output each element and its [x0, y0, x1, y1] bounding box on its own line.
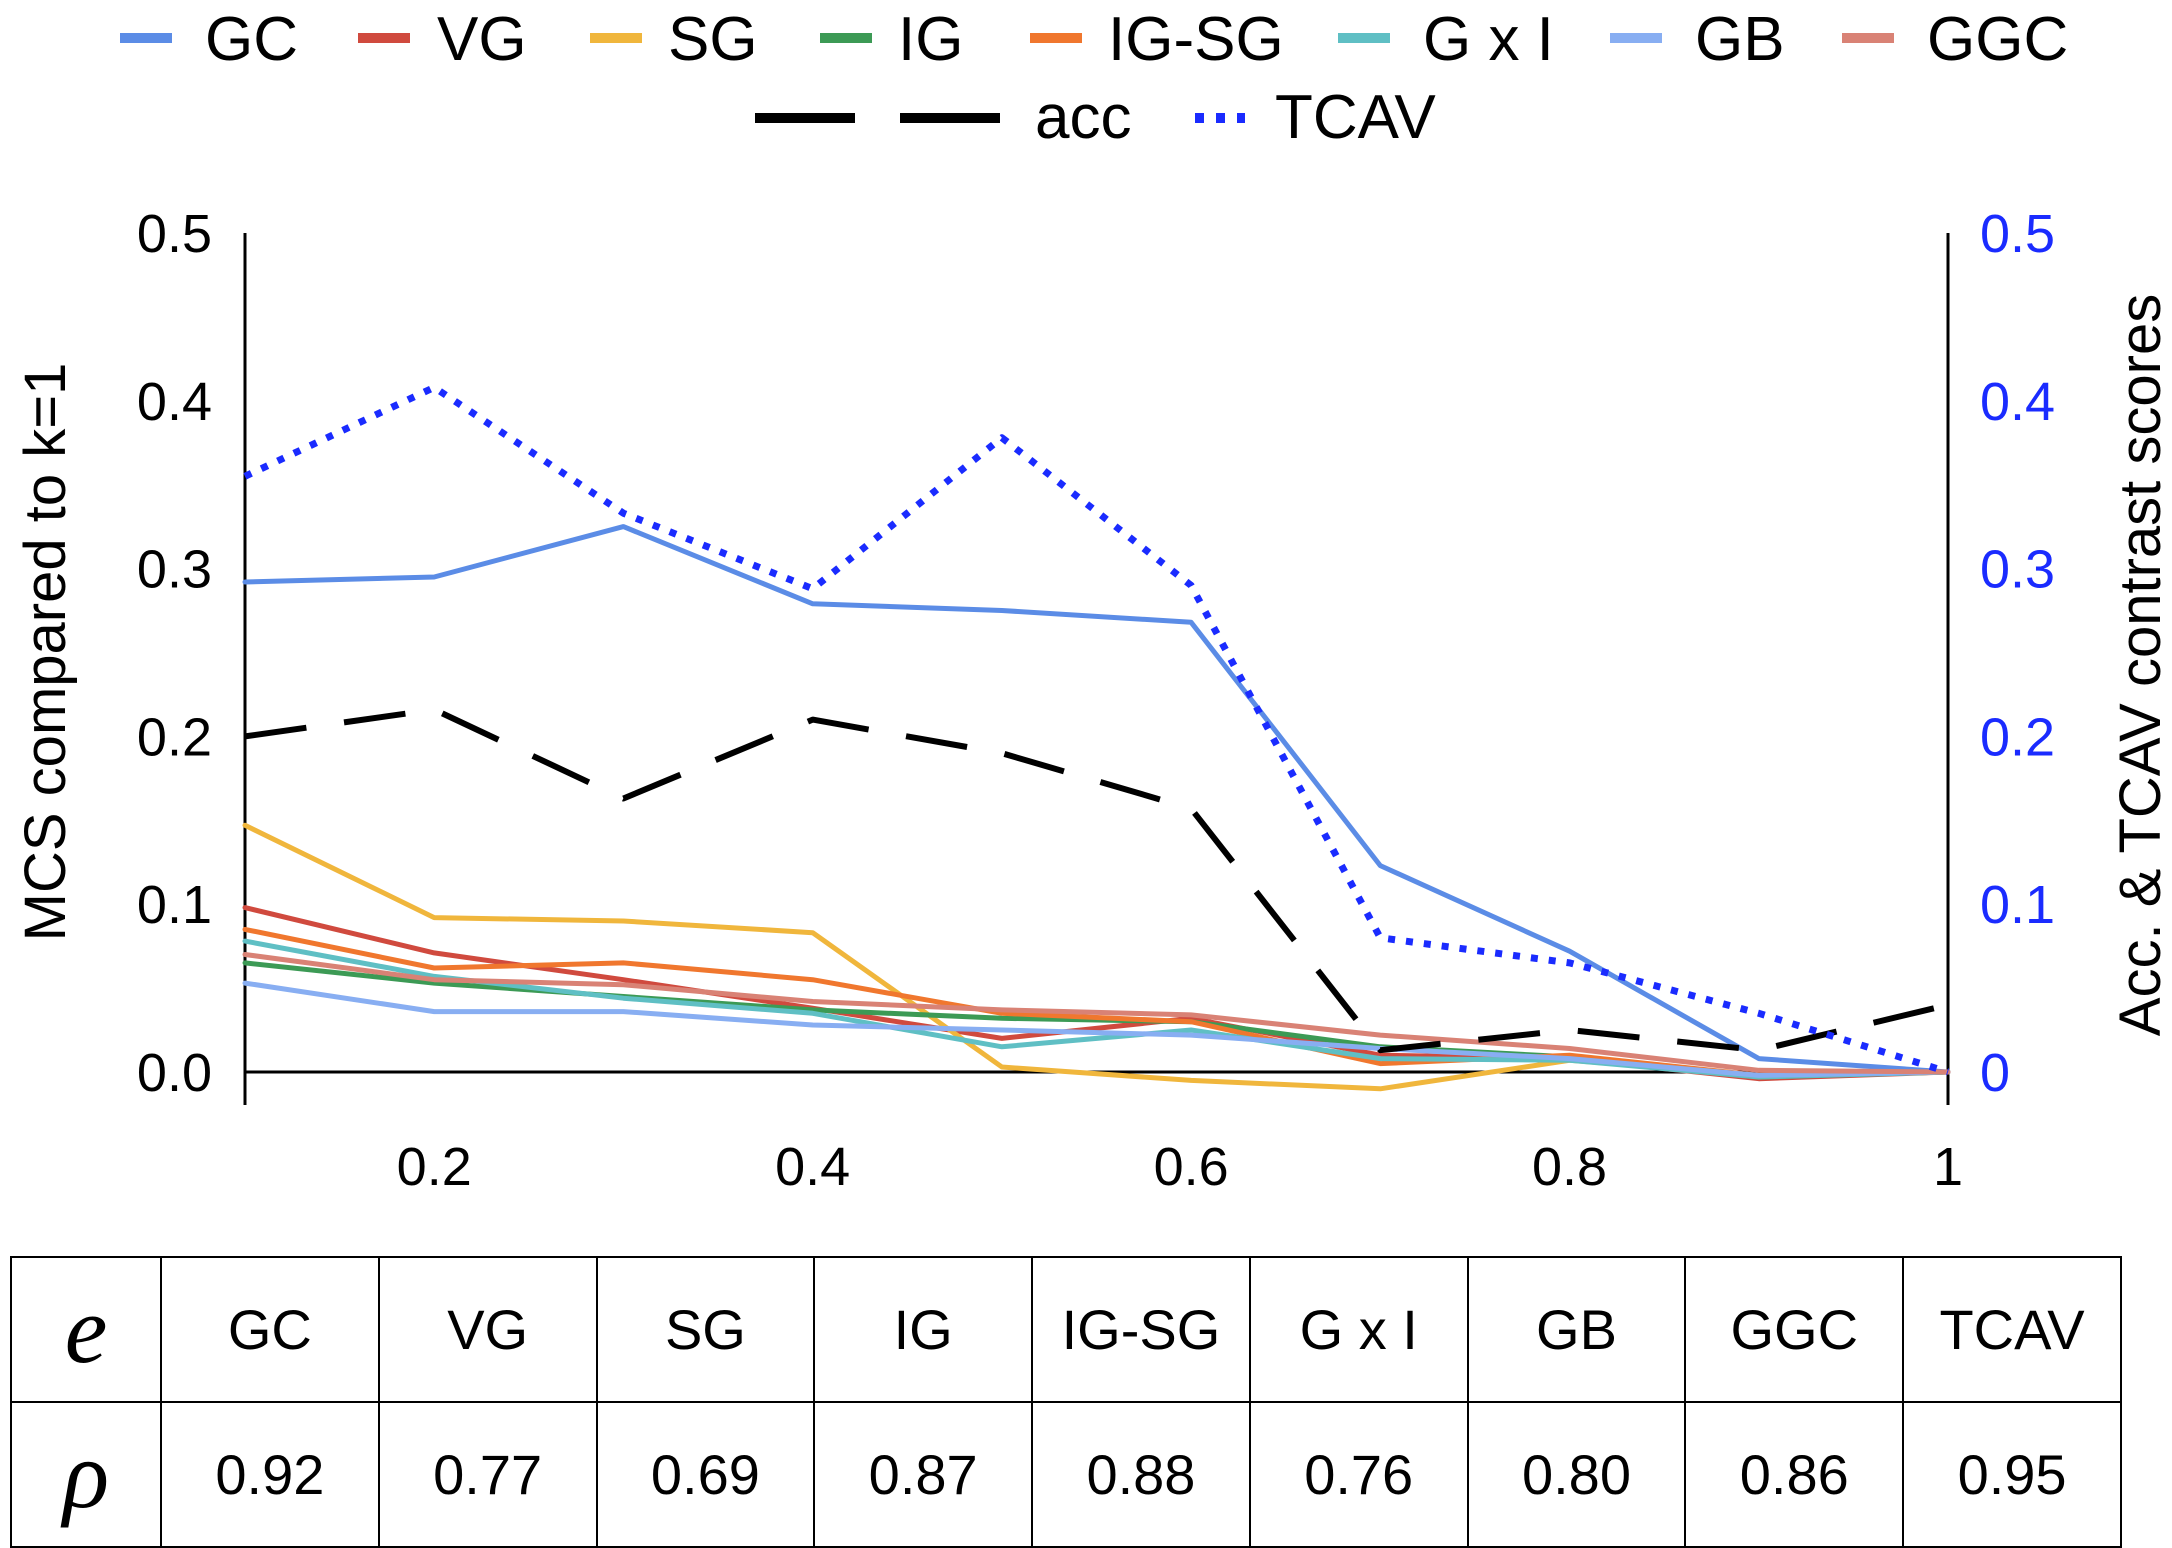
table-cell-rho: 0.88 — [1031, 1401, 1251, 1548]
y2-tick-label: 0 — [1980, 1043, 2010, 1103]
table-cell-method: GB — [1466, 1256, 1687, 1403]
y2-tick-label: 0.1 — [1980, 875, 2055, 935]
table-cell-method: SG — [595, 1256, 816, 1403]
legend-label: acc — [1035, 83, 1131, 152]
legend: GC VG SG IG IG-SG G x I GB GGC acc TCAV — [120, 5, 2068, 152]
table-cell-rho: 0.92 — [160, 1401, 380, 1548]
table-cell-rho: 0.69 — [595, 1401, 816, 1548]
table-cell-rho: 0.76 — [1248, 1401, 1469, 1548]
table-cell-method: IG — [813, 1256, 1034, 1403]
y-tick-label: 0.3 — [137, 540, 212, 600]
correlation-table: e GC VG SG IG IG-SG G x I GB GGC TCAV ρ 0.92 0.77… — [10, 1256, 2122, 1548]
legend-label: TCAV — [1275, 83, 1436, 152]
table-cell-rho: 0.80 — [1466, 1401, 1687, 1548]
line-chart: GC VG SG IG IG-SG G x I GB GGC acc TCAV 0.0 0.1 0.2… — [13, 5, 2172, 1197]
table-cell-method: G x I — [1248, 1256, 1469, 1403]
x-tick-label: 0.4 — [775, 1137, 850, 1197]
table-cell-rho: 0.77 — [377, 1401, 598, 1548]
x-tick-label: 0.8 — [1532, 1137, 1607, 1197]
y2-tick-label: 0.2 — [1980, 707, 2055, 767]
legend-label: G x I — [1423, 5, 1554, 74]
y2-tick-label: 0.3 — [1980, 540, 2055, 600]
table-cell-method: GGC — [1684, 1256, 1905, 1403]
y-tick-label: 0.0 — [137, 1043, 212, 1103]
tick-labels: 0.0 0.1 0.2 0.3 0.4 0.5 0 0.1 0.2 0.3 0.4 0.5 0.2 0.4… — [137, 204, 2055, 1197]
method-symbol-cell: e — [10, 1256, 162, 1403]
left-y-axis-title: MCS compared to k=1 — [13, 363, 78, 942]
y2-tick-label: 0.5 — [1980, 204, 2055, 264]
legend-label: IG — [898, 5, 963, 74]
x-tick-label: 0.2 — [397, 1137, 472, 1197]
table-cell-method: VG — [377, 1256, 598, 1403]
table-row-rho: ρ 0.92 0.77 0.69 0.87 0.88 0.76 0.80 0.86 0.95 — [10, 1401, 2122, 1548]
series-line-ig-sg — [242, 926, 1951, 1078]
right-y-axis-title: Acc. & TCAV contrast scores — [2108, 294, 2172, 1036]
x-tick-label: 0.6 — [1154, 1137, 1229, 1197]
series-line-sg — [242, 822, 1951, 1092]
series-line-tcav — [243, 383, 1950, 1076]
y-tick-label: 0.4 — [137, 372, 212, 432]
y2-tick-label: 0.4 — [1980, 372, 2055, 432]
axes — [243, 233, 1950, 1105]
table-cell-rho: 0.95 — [1902, 1401, 2122, 1548]
x-tick-label: 1 — [1933, 1137, 1963, 1197]
table-cell-method: IG-SG — [1031, 1256, 1251, 1403]
legend-label: IG-SG — [1108, 5, 1284, 74]
y-tick-label: 0.2 — [137, 707, 212, 767]
legend-label: VG — [437, 5, 527, 74]
series-line-gc — [242, 524, 1951, 1075]
series-line-ggc — [242, 952, 1951, 1075]
rho-symbol-cell: ρ — [10, 1401, 162, 1548]
table-row-methods: e GC VG SG IG IG-SG G x I GB GGC TCAV — [10, 1256, 2122, 1403]
table-cell-method: TCAV — [1902, 1256, 2122, 1403]
table-cell-rho: 0.87 — [813, 1401, 1034, 1548]
y-tick-label: 0.5 — [137, 204, 212, 264]
table-cell-rho: 0.86 — [1684, 1401, 1905, 1548]
y-tick-label: 0.1 — [137, 875, 212, 935]
legend-label: GC — [205, 5, 298, 74]
legend-label: GGC — [1927, 5, 2068, 74]
table-cell-method: GC — [160, 1256, 380, 1403]
legend-label: SG — [668, 5, 758, 74]
series-lines — [242, 383, 1951, 1092]
series-line-gb — [242, 980, 1951, 1078]
legend-label: GB — [1695, 5, 1785, 74]
